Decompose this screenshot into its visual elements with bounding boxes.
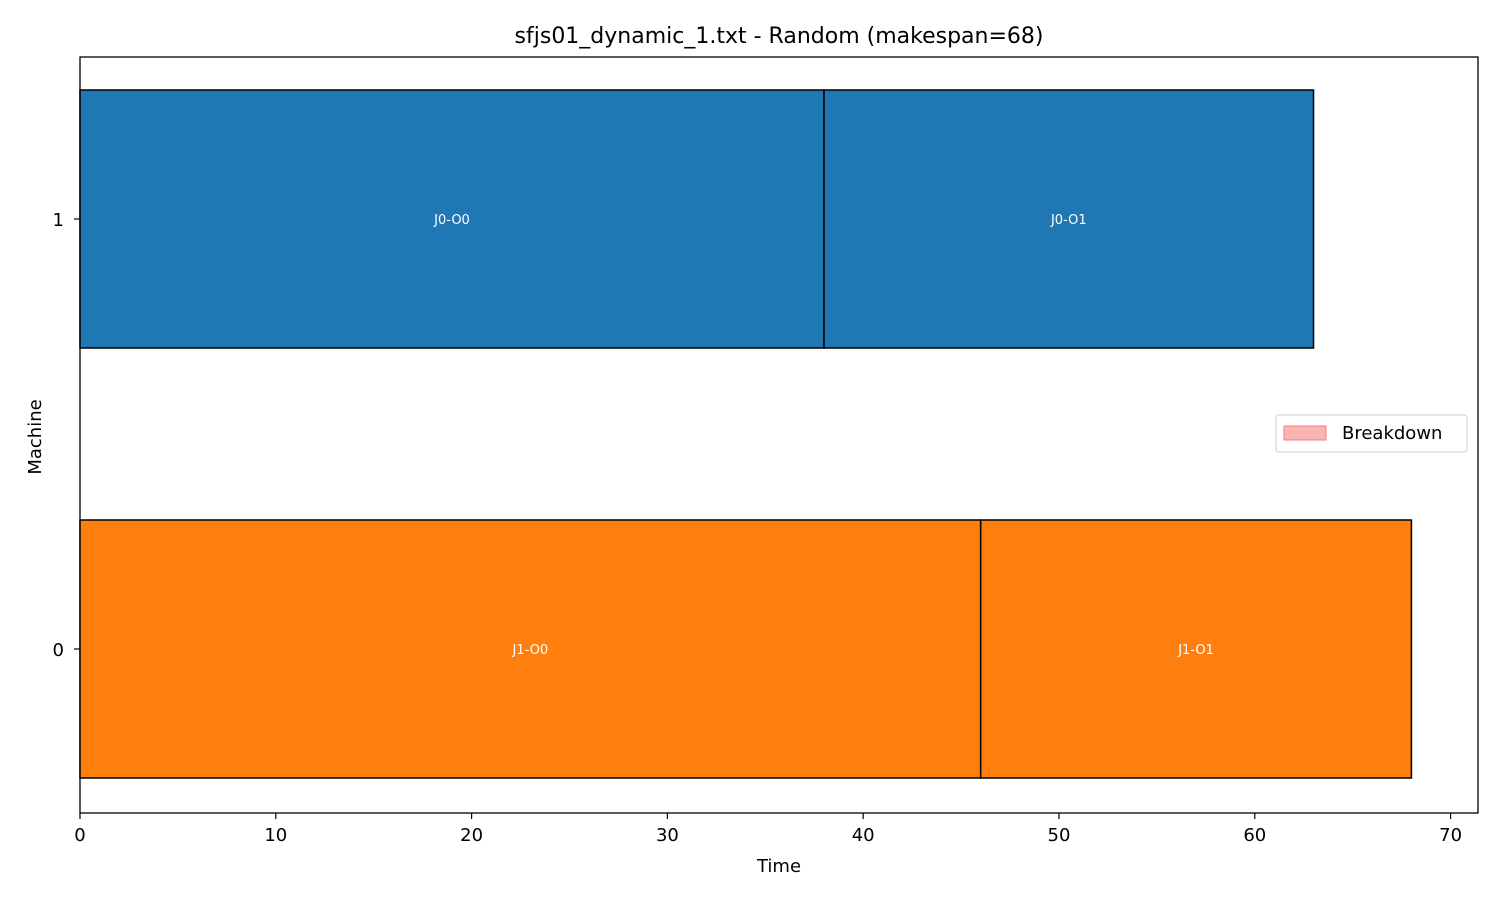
y-axis-ticks: 01	[53, 210, 80, 661]
task-label-j1-o1: J1-O1	[1177, 643, 1214, 658]
chart-title: sfjs01_dynamic_1.txt - Random (makespan=…	[515, 24, 1044, 49]
task-label-j1-o0: J1-O0	[512, 643, 549, 658]
x-tick-label: 0	[74, 825, 85, 846]
task-bar-j1-o0	[79, 519, 982, 779]
task-bar-j0-o0	[79, 89, 825, 349]
task-label-j0-o1: J0-O1	[1050, 213, 1087, 228]
task-bars: J0-O0 J0-O1 J1-O0 J1-O1	[79, 89, 1413, 779]
x-axis-ticks: 0 10 20 30 40 50 60 70	[74, 813, 1462, 846]
plot-area	[79, 56, 1479, 814]
x-axis-label: Time	[756, 856, 801, 877]
x-tick-label: 50	[1048, 825, 1071, 846]
x-tick-label: 10	[264, 825, 287, 846]
y-axis-label: Machine	[25, 399, 46, 474]
y-tick-label: 1	[53, 210, 64, 231]
x-tick-label: 30	[656, 825, 679, 846]
task-bar-j1-o1	[979, 519, 1413, 779]
y-tick-label: 0	[53, 640, 64, 661]
legend-swatch-breakdown	[1283, 425, 1327, 441]
x-tick-label: 40	[852, 825, 875, 846]
legend-frame	[1275, 414, 1468, 453]
task-bar-j0-o1	[823, 89, 1315, 349]
task-label-j0-o0: J0-O0	[433, 213, 470, 228]
legend-label-breakdown: Breakdown	[1342, 423, 1442, 444]
legend: Breakdown	[1275, 414, 1468, 453]
x-tick-label: 20	[460, 825, 483, 846]
x-tick-label: 70	[1439, 825, 1462, 846]
x-tick-label: 60	[1243, 825, 1266, 846]
